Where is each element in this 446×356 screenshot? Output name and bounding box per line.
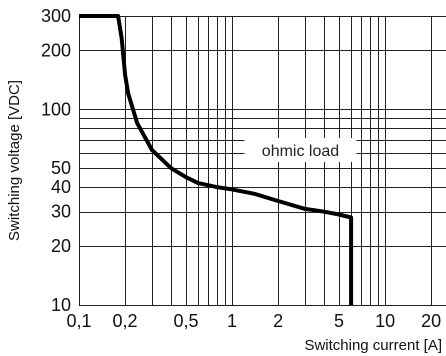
series-line	[79, 14, 354, 305]
x-tick-label: 0,2	[113, 311, 138, 331]
x-tick-label: 1	[227, 311, 237, 331]
y-tick-label: 200	[41, 40, 71, 60]
x-tick-label: 5	[334, 311, 344, 331]
x-tick-label: 20	[421, 311, 441, 331]
y-tick-label: 50	[51, 158, 71, 178]
y-tick-label: 10	[51, 295, 71, 315]
x-tick-labels: 0,1 0,2 0,5 1 2 5 10 20	[66, 311, 441, 331]
x-tick-label: 0,1	[66, 311, 91, 331]
y-tick-label: 30	[51, 202, 71, 222]
y-axis-title: Switching voltage [VDC]	[6, 80, 23, 241]
y-tick-label: 40	[51, 177, 71, 197]
annotation-background	[244, 137, 357, 162]
x-axis-title: Switching current [A]	[304, 337, 442, 354]
x-tick-label: 10	[375, 311, 395, 331]
x-tick-label: 2	[273, 311, 283, 331]
y-tick-label: 20	[51, 236, 71, 256]
y-tick-label: 300	[41, 6, 71, 26]
y-tick-label: 100	[41, 99, 71, 119]
x-tick-label: 0,5	[173, 311, 198, 331]
annotation-ohmic-load: ohmic load	[262, 143, 339, 160]
